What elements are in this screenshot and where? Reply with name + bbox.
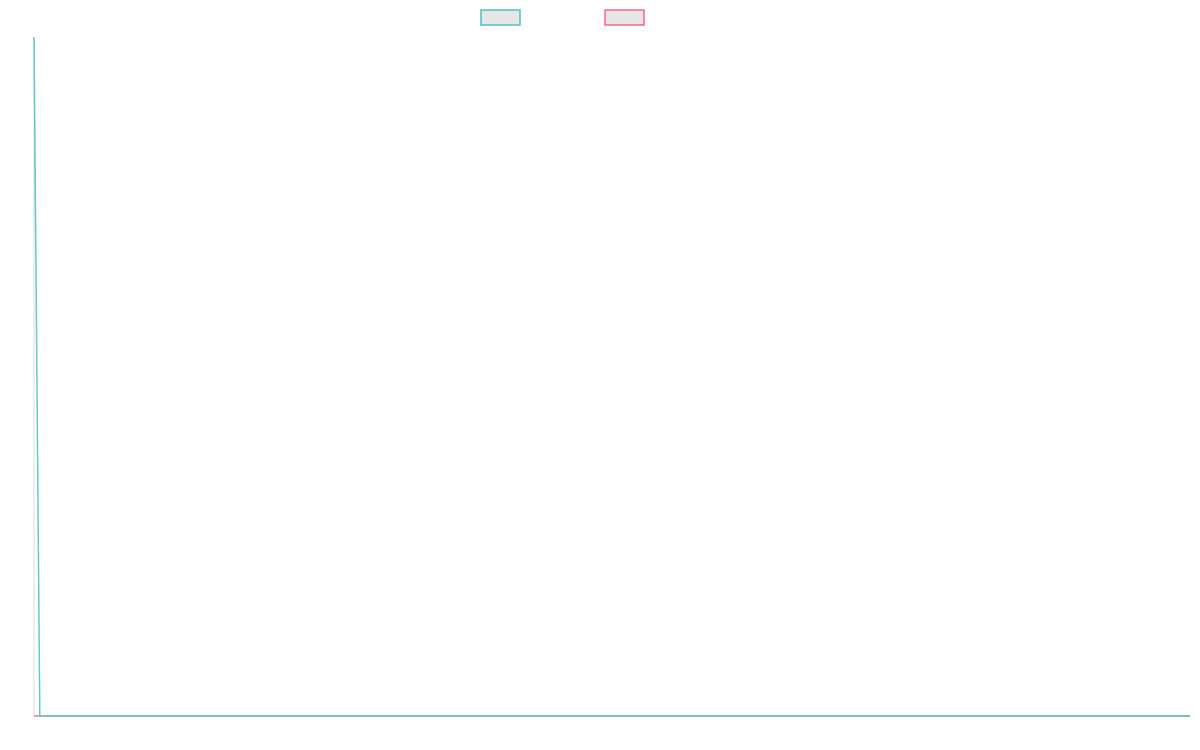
legend-swatch-1[interactable] (480, 9, 521, 26)
axes (33, 37, 1190, 717)
series-line-1 (33, 36, 1190, 717)
legend (480, 9, 645, 26)
legend-swatch-2[interactable] (604, 9, 645, 26)
series-group (33, 36, 1190, 717)
